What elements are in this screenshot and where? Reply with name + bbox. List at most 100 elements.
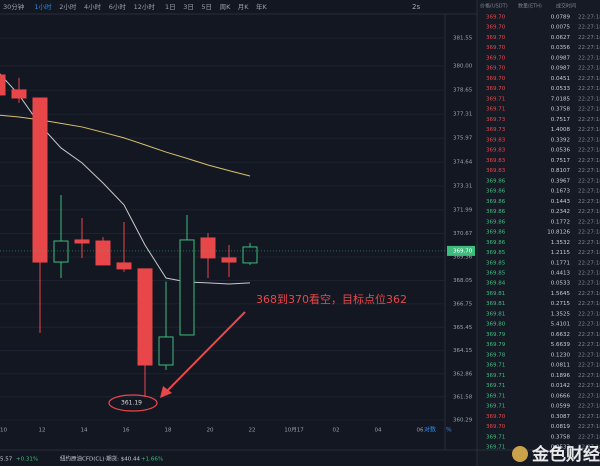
trade-price: 369.71 — [486, 363, 505, 369]
trade-time: 22:27:18 — [578, 301, 600, 307]
trade-amount: 0.3967 — [551, 178, 571, 184]
y-tick-label: 370.67 — [453, 231, 473, 237]
trade-price: 369.83 — [486, 148, 506, 154]
trade-amount: 7.0185 — [551, 96, 571, 102]
trade-time: 22:27:18 — [578, 219, 600, 225]
trade-price: 369.70 — [486, 45, 506, 51]
trade-amount: 0.1771 — [551, 260, 570, 266]
trade-price: 369.85 — [486, 271, 506, 277]
x-tick-label: 06 — [417, 428, 424, 434]
trade-price: 369.79 — [486, 342, 506, 348]
trade-time: 22:27:18 — [578, 137, 600, 143]
trade-amount: 0.0536 — [551, 148, 571, 154]
trade-price: 369.81 — [486, 301, 505, 307]
order-book-header: 成交时间 — [556, 3, 576, 10]
trade-time: 22:27:18 — [578, 35, 600, 41]
candle-body — [74, 239, 90, 244]
trade-amount: 0.1443 — [551, 199, 571, 205]
order-book-header: 数量(ETH) — [518, 3, 542, 10]
interval-tab[interactable]: 6小时 — [109, 2, 127, 11]
candle-body — [11, 89, 27, 99]
trade-time: 22:27:18 — [578, 271, 600, 277]
x-tick-label: 12 — [39, 428, 46, 434]
plot — [0, 37, 445, 421]
x-tick-label: 04 — [375, 428, 382, 434]
trade-price: 369.86 — [486, 209, 506, 215]
trade-price: 369.70 — [486, 25, 506, 31]
scale-button[interactable]: 对数 — [424, 426, 436, 434]
interval-tab[interactable]: 5日 — [201, 3, 212, 11]
logo — [512, 446, 528, 462]
trade-time: 22:27:18 — [578, 363, 600, 369]
trade-price: 369.85 — [486, 250, 506, 256]
interval-tab[interactable]: 12小时 — [134, 2, 156, 11]
status-text: +1.66% — [141, 457, 163, 463]
scale-button[interactable]: % — [446, 427, 452, 434]
interval-tab[interactable]: 月K — [238, 3, 250, 11]
x-tick-label: 20 — [207, 428, 214, 434]
y-tick-label: 369.36 — [453, 255, 473, 261]
trade-time: 22:27:18 — [578, 291, 600, 297]
trade-amount: 0.0666 — [551, 393, 571, 399]
trade-price: 369.70 — [486, 76, 506, 82]
trade-price: 369.70 — [486, 414, 506, 420]
interval-tab[interactable]: 30分钟 — [3, 2, 25, 11]
status-text: 5.57 — [0, 457, 13, 463]
trade-time: 22:27:18 — [578, 322, 600, 328]
interval-tab[interactable]: 4小时 — [84, 2, 102, 11]
trade-price: 369.73 — [486, 127, 506, 133]
trade-time: 22:27:18 — [578, 178, 600, 184]
candle-body — [53, 240, 69, 263]
trade-amount: 0.0811 — [551, 363, 570, 369]
y-tick-label: 361.58 — [453, 394, 473, 400]
trade-price: 369.70 — [486, 86, 506, 92]
trade-price: 369.71 — [486, 404, 505, 410]
trade-price: 369.71 — [486, 445, 505, 451]
trade-amount: 0.0142 — [551, 383, 570, 389]
trade-amount: 0.0819 — [551, 424, 571, 430]
trade-price: 369.86 — [486, 199, 506, 205]
trade-price: 369.73 — [486, 117, 506, 123]
trade-price: 369.85 — [486, 260, 506, 266]
trade-amount: 0.3758 — [551, 434, 571, 440]
interval-tab[interactable]: 周K — [220, 3, 232, 11]
trade-amount: 0.1772 — [551, 219, 570, 225]
trade-amount: 0.0451 — [551, 76, 570, 82]
trade-time: 22:27:18 — [578, 414, 600, 420]
trade-amount: 0.4413 — [551, 271, 571, 277]
trade-price: 369.81 — [486, 311, 505, 317]
watermark: 金色财经 — [531, 444, 600, 465]
y-tick-label: 381.55 — [453, 35, 473, 41]
trade-amount: 0.3392 — [551, 137, 570, 143]
trade-price: 369.83 — [486, 168, 506, 174]
candle-body — [221, 257, 237, 263]
x-tick-label: 22 — [249, 428, 256, 434]
trade-amount: 0.0533 — [551, 86, 571, 92]
trade-time: 22:27:18 — [578, 15, 600, 21]
trade-price: 369.71 — [486, 383, 505, 389]
trade-amount: 1.5645 — [551, 291, 571, 297]
interval-tab[interactable]: 1日 — [165, 3, 176, 11]
y-tick-label: 366.75 — [453, 301, 473, 307]
low-highlight — [108, 394, 158, 412]
interval-tab[interactable]: 年K — [256, 2, 268, 11]
trade-time: 22:27:18 — [578, 260, 600, 266]
y-tick-label: 362.86 — [453, 371, 473, 377]
arrow-head — [160, 386, 172, 398]
interval-tab[interactable]: 3日 — [183, 3, 194, 11]
last-price-label: 369.70 — [453, 248, 473, 254]
candle-body — [116, 262, 132, 270]
trade-amount: 0.6632 — [551, 332, 570, 338]
status-text: +0.31% — [16, 457, 38, 463]
status-text: 纽约原油CFD(CL)·期货: $40.44 — [60, 455, 141, 463]
trade-time: 22:27:18 — [578, 332, 600, 338]
trade-time: 22:27:18 — [578, 311, 600, 317]
refresh-rate[interactable]: 2s — [412, 3, 420, 11]
trade-amount: 0.0789 — [551, 15, 571, 21]
candle-body — [200, 237, 216, 259]
interval-tab[interactable]: 1小时 — [34, 2, 52, 11]
interval-tab[interactable]: 2小时 — [59, 2, 77, 11]
x-tick-label: 10 — [0, 428, 7, 434]
